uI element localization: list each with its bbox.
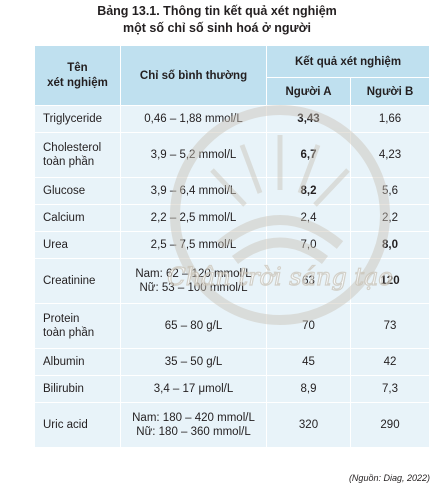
normal-range-cell: 65 – 80 g/L [120,303,267,349]
normal-range-cell: 35 – 50 g/L [120,348,267,376]
header-results: Kết quả xét nghiệm [265,45,431,78]
table-row: Glucose 3,9 – 6,4 mmol/L 8,2 5,6 [34,177,431,205]
test-name-cell: Urea [34,231,121,259]
person-b-value-cell: 1,66 [349,105,431,133]
table-row: Albumin 35 – 50 g/L 45 42 [34,348,431,376]
normal-range-cell: 2,2 – 2,5 mmol/L [120,204,267,232]
table-caption-title: Bảng 13.1. Thông tin kết quả xét nghiệm [97,4,337,18]
table-row: Urea 2,5 – 7,5 mmol/L 7,0 8,0 [34,231,431,259]
table-row: Cholesterol toàn phần 3,9 – 5,2 mmol/L 6,7… [34,132,431,178]
test-name-cell: Triglyceride [34,105,121,133]
header-test-name: Tên xét nghiệm [34,45,121,106]
table-row: Creatinine Nam: 62 – 120 mmol/L Nữ: 53 – … [34,258,431,304]
table-row: Protein toàn phần 65 – 80 g/L 70 73 [34,303,431,349]
header-person-a: Người A [266,77,351,106]
normal-range-cell: Nam: 180 – 420 mmol/L Nữ: 180 – 360 mmol… [120,402,267,448]
test-name-cell: Cholesterol toàn phần [34,132,121,178]
table-caption-subtitle: một số chỉ số sinh hoá ở người [123,21,311,35]
results-table: Tên xét nghiệm Chỉ số bình thường Kết qu… [34,45,431,448]
table-row: Uric acid Nam: 180 – 420 mmol/L Nữ: 180 –… [34,402,431,448]
normal-range-cell: 0,46 – 1,88 mmol/L [120,105,267,133]
test-name-cell: Creatinine [34,258,121,304]
person-a-value-cell: 320 [266,402,351,448]
person-a-value-cell: 3,43 [266,105,351,133]
person-a-value-cell: 8,9 [266,375,351,403]
person-a-value-cell: 8,2 [266,177,351,205]
test-name-cell: Glucose [34,177,121,205]
person-b-value-cell: 120 [349,258,431,304]
person-b-value-cell: 290 [349,402,431,448]
person-a-value-cell: 2,4 [266,204,351,232]
test-name-cell: Bilirubin [34,375,121,403]
header-person-b: Người B [349,77,431,106]
normal-range-cell: 3,9 – 6,4 mmol/L [120,177,267,205]
table-row: Calcium 2,2 – 2,5 mmol/L 2,4 2,2 [34,204,431,232]
person-b-value-cell: 2,2 [349,204,431,232]
person-a-value-cell: 63 [266,258,351,304]
person-b-value-cell: 8,0 [349,231,431,259]
source-note: (Nguồn: Diag, 2022) [348,473,430,483]
normal-range-cell: Nam: 62 – 120 mmol/L Nữ: 53 – 100 mmol/L [120,258,267,304]
person-a-value-cell: 45 [266,348,351,376]
person-a-value-cell: 6,7 [266,132,351,178]
table-row: Triglyceride 0,46 – 1,88 mmol/L 3,43 1,66 [34,105,431,133]
person-b-value-cell: 42 [349,348,431,376]
normal-range-cell: 2,5 – 7,5 mmol/L [120,231,267,259]
table-row: Bilirubin 3,4 – 17 μmol/L 8,9 7,3 [34,375,431,403]
normal-range-cell: 3,9 – 5,2 mmol/L [120,132,267,178]
person-b-value-cell: 7,3 [349,375,431,403]
normal-range-cell: 3,4 – 17 μmol/L [120,375,267,403]
person-a-value-cell: 70 [266,303,351,349]
test-name-cell: Albumin [34,348,121,376]
person-b-value-cell: 5,6 [349,177,431,205]
test-name-cell: Uric acid [34,402,121,448]
person-b-value-cell: 4,23 [349,132,431,178]
person-a-value-cell: 7,0 [266,231,351,259]
header-normal-range: Chỉ số bình thường [120,45,267,106]
person-b-value-cell: 73 [349,303,431,349]
test-name-cell: Protein toàn phần [34,303,121,349]
test-name-cell: Calcium [34,204,121,232]
